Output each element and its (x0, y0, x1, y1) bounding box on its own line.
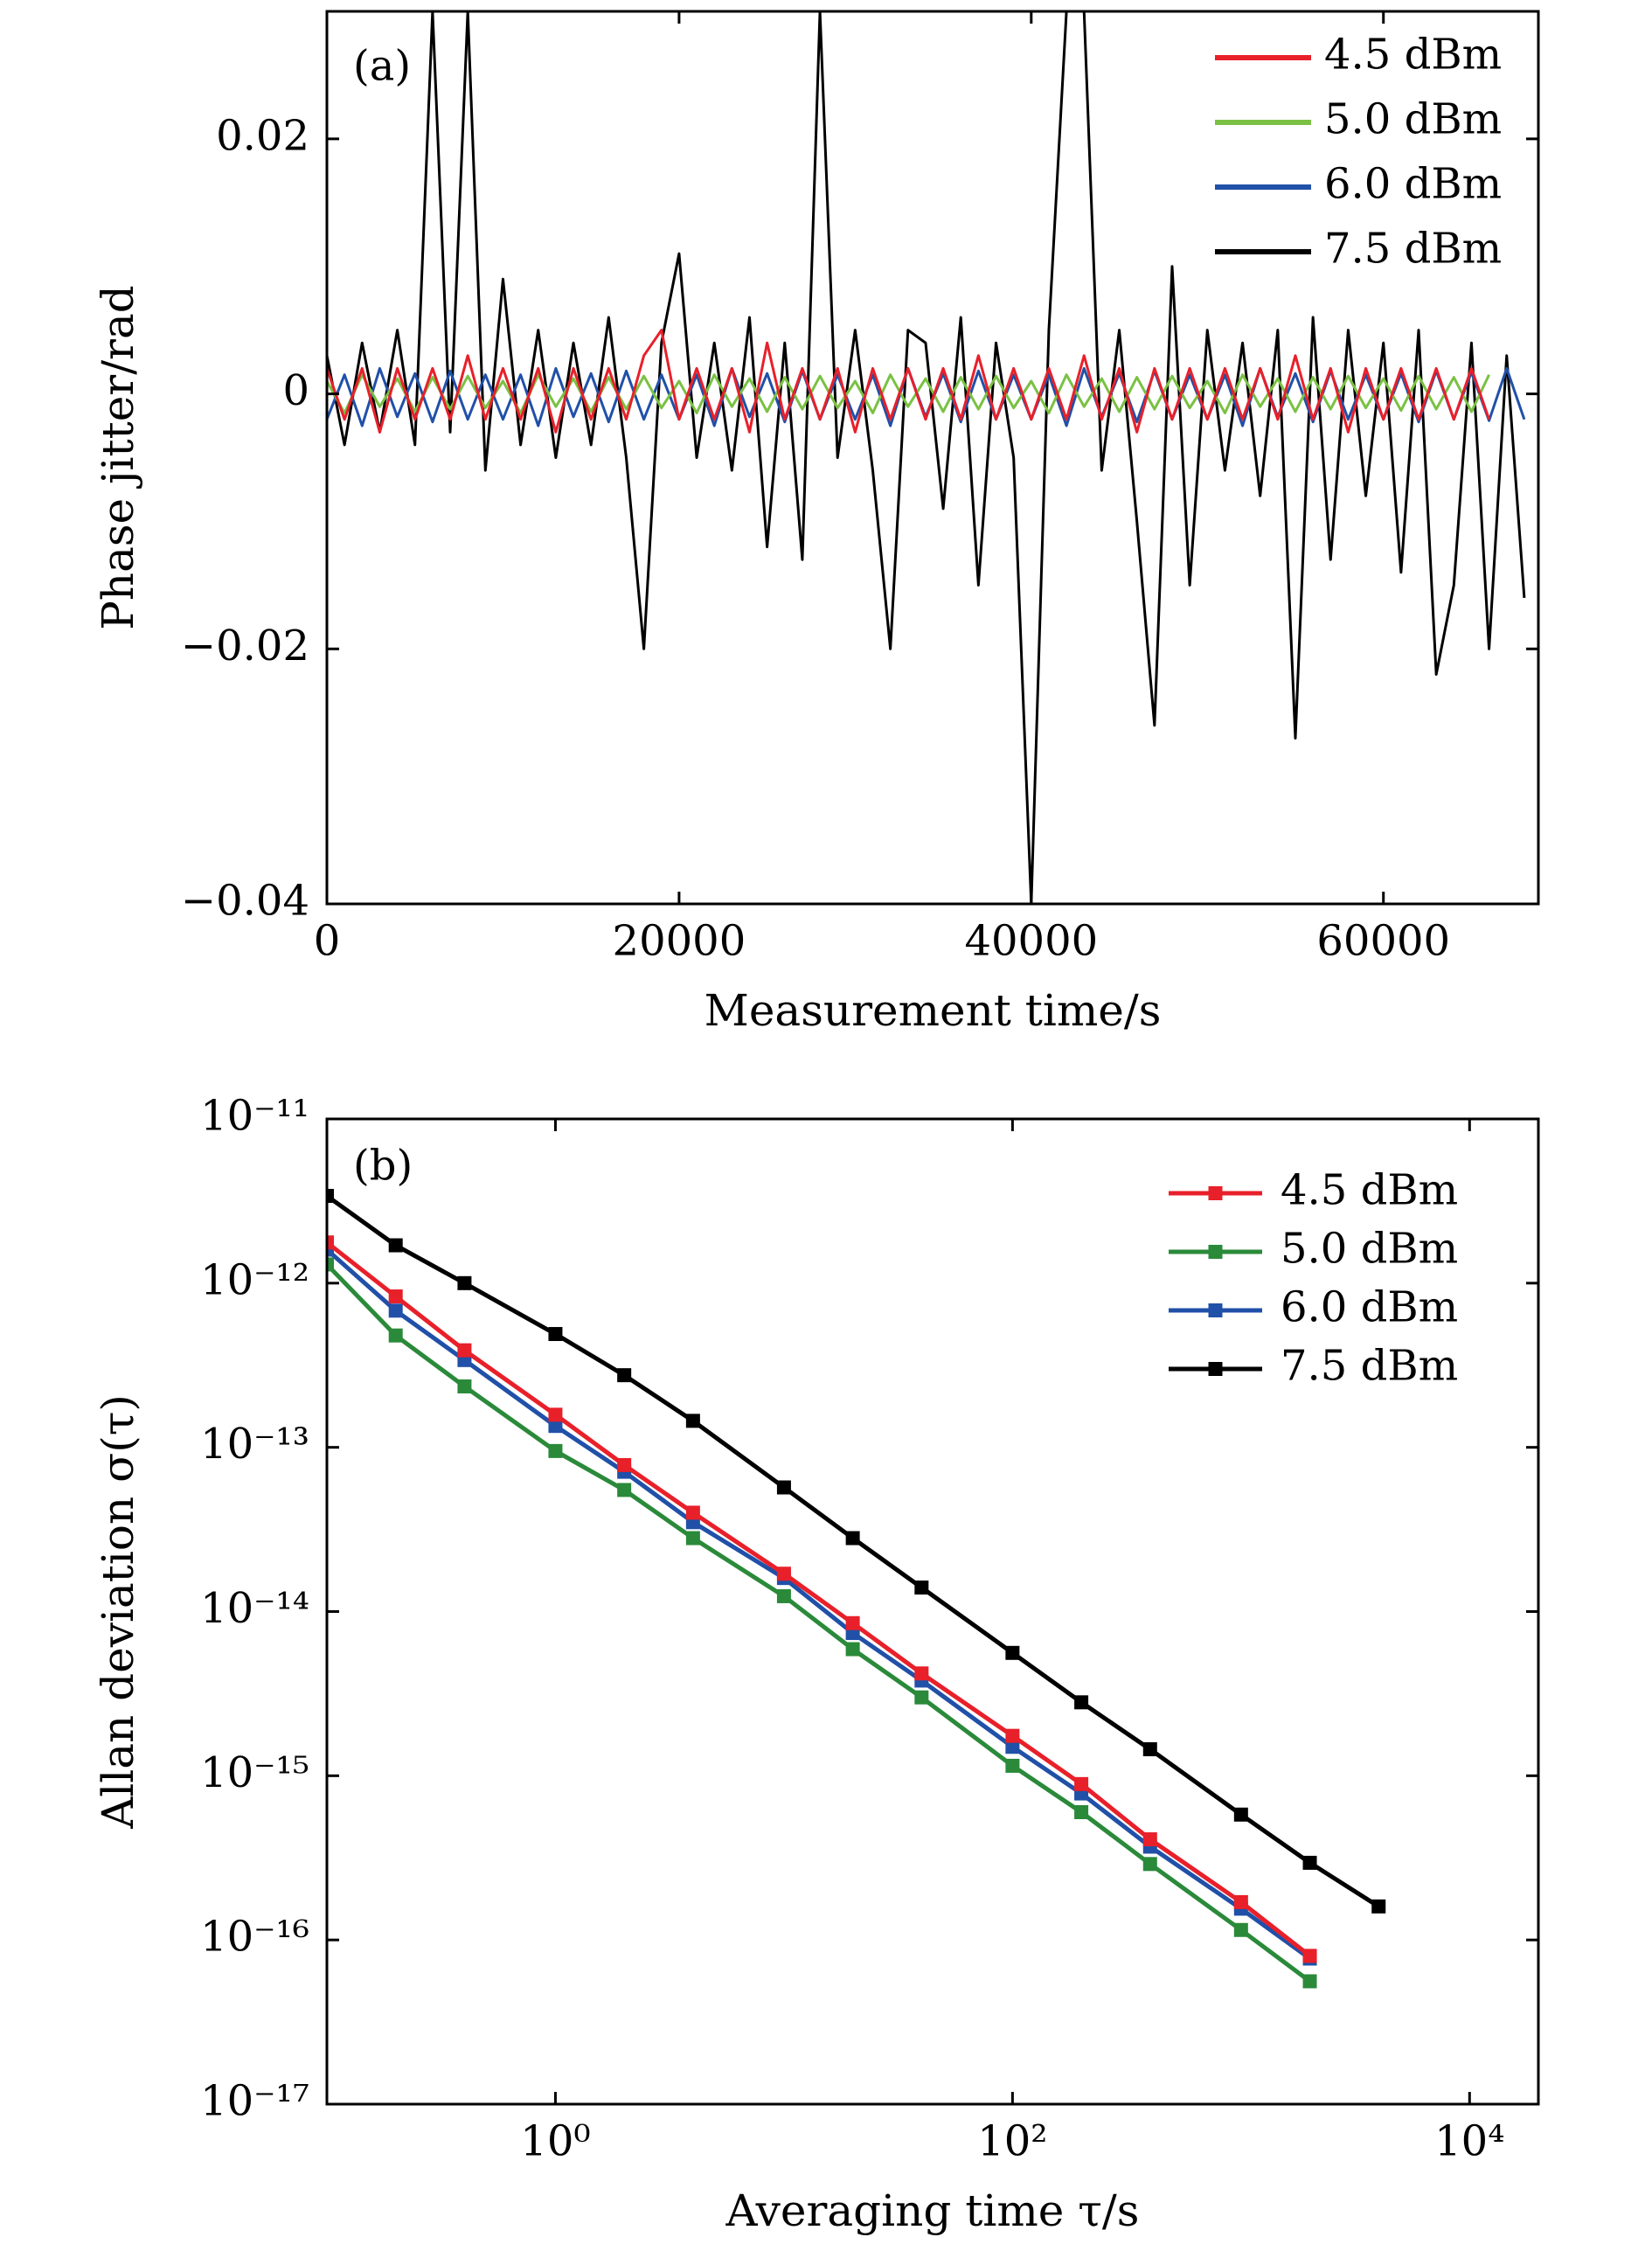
y-tick-label: 10⁻¹⁴ (200, 1584, 309, 1633)
series-line (327, 1240, 1312, 1958)
panel-label: (b) (353, 1142, 413, 1191)
legend-label: 5.0 dBm (1281, 1225, 1458, 1274)
marker (1142, 1857, 1157, 1872)
marker (776, 1567, 791, 1581)
x-axis-title: Measurement time/s (705, 985, 1162, 1036)
marker (1302, 1855, 1317, 1870)
panel-label: (a) (353, 42, 411, 91)
legend-marker (1208, 1303, 1223, 1317)
marker (548, 1443, 563, 1458)
marker (1005, 1728, 1020, 1743)
series-line (327, 1193, 1380, 1908)
marker (685, 1531, 700, 1546)
x-tick-label: 0 (314, 917, 341, 966)
marker (388, 1289, 403, 1304)
marker (327, 1189, 334, 1204)
y-tick-label: 10⁻¹¹ (200, 1092, 309, 1141)
y-axis-title: Phase jitter/rad (93, 285, 143, 630)
marker (845, 1615, 860, 1630)
legend-label: 6.0 dBm (1281, 1283, 1458, 1332)
series-line (327, 373, 1490, 414)
marker (457, 1275, 472, 1290)
marker (914, 1690, 929, 1705)
marker (1074, 1805, 1089, 1820)
marker (1233, 1894, 1248, 1909)
series-line (327, 329, 1491, 434)
x-tick-label: 20000 (613, 917, 746, 966)
plot-frame (325, 10, 1540, 906)
x-tick-label: 10² (977, 2117, 1047, 2166)
marker (914, 1666, 929, 1681)
legend-marker (1208, 1186, 1223, 1200)
marker (1005, 1740, 1020, 1754)
legend-label: 4.5 dBm (1281, 1166, 1458, 1215)
x-axis-title: Averaging time τ/s (725, 2185, 1140, 2236)
x-tick-label: 40000 (964, 917, 1098, 966)
series-line (327, 11, 1526, 904)
marker (1005, 1645, 1020, 1660)
marker (776, 1480, 791, 1495)
y-tick-label: 10⁻¹² (200, 1255, 309, 1304)
marker (1233, 1807, 1248, 1822)
legend-label: 5.0 dBm (1324, 95, 1502, 144)
marker (1074, 1695, 1089, 1710)
y-tick-label: 0.02 (216, 111, 309, 160)
marker (1074, 1776, 1089, 1791)
marker (1233, 1922, 1248, 1937)
marker (548, 1327, 563, 1342)
marker (1302, 1974, 1317, 1989)
marker (388, 1238, 403, 1253)
legend-label: 4.5 dBm (1324, 31, 1502, 80)
y-tick-label: 10⁻¹³ (200, 1420, 309, 1469)
marker (845, 1531, 860, 1546)
marker (327, 1235, 334, 1250)
legend-label: 7.5 dBm (1324, 225, 1502, 274)
series-line (327, 1262, 1312, 1984)
y-tick-label: 10⁻¹⁵ (200, 1748, 309, 1797)
y-axis-title: Allan deviation σ(τ) (93, 1394, 143, 1830)
x-tick-label: 60000 (1316, 917, 1450, 966)
marker (327, 1257, 334, 1272)
marker (327, 1242, 334, 1257)
marker (776, 1588, 791, 1603)
marker (457, 1379, 472, 1393)
marker (1142, 1742, 1157, 1757)
legend-marker (1208, 1362, 1223, 1376)
marker (388, 1303, 403, 1318)
marker (685, 1414, 700, 1428)
marker (914, 1581, 929, 1595)
marker (1005, 1758, 1020, 1773)
marker (548, 1419, 563, 1434)
marker (548, 1407, 563, 1422)
marker (845, 1642, 860, 1657)
plot-area (327, 1189, 1386, 1989)
legend-marker (1208, 1245, 1223, 1259)
y-tick-label: 10⁻¹⁶ (200, 1913, 309, 1962)
marker (388, 1328, 403, 1343)
marker (617, 1457, 632, 1472)
marker (617, 1483, 632, 1497)
marker (1371, 1899, 1386, 1914)
plot-area (327, 11, 1526, 904)
x-tick-label: 10⁰ (520, 2117, 590, 2166)
marker (1302, 1949, 1317, 1963)
marker (685, 1505, 700, 1520)
y-tick-label: 10⁻¹⁷ (200, 2077, 309, 2126)
marker (1142, 1832, 1157, 1847)
y-tick-label: −0.02 (181, 622, 309, 670)
x-tick-label: 10⁴ (1434, 2117, 1504, 2166)
legend-label: 7.5 dBm (1281, 1342, 1458, 1391)
marker (617, 1368, 632, 1383)
y-tick-label: −0.04 (181, 877, 309, 926)
series-line (327, 1247, 1312, 1961)
marker (457, 1343, 472, 1358)
legend-label: 6.0 dBm (1324, 160, 1502, 209)
y-tick-label: 0 (282, 366, 309, 415)
